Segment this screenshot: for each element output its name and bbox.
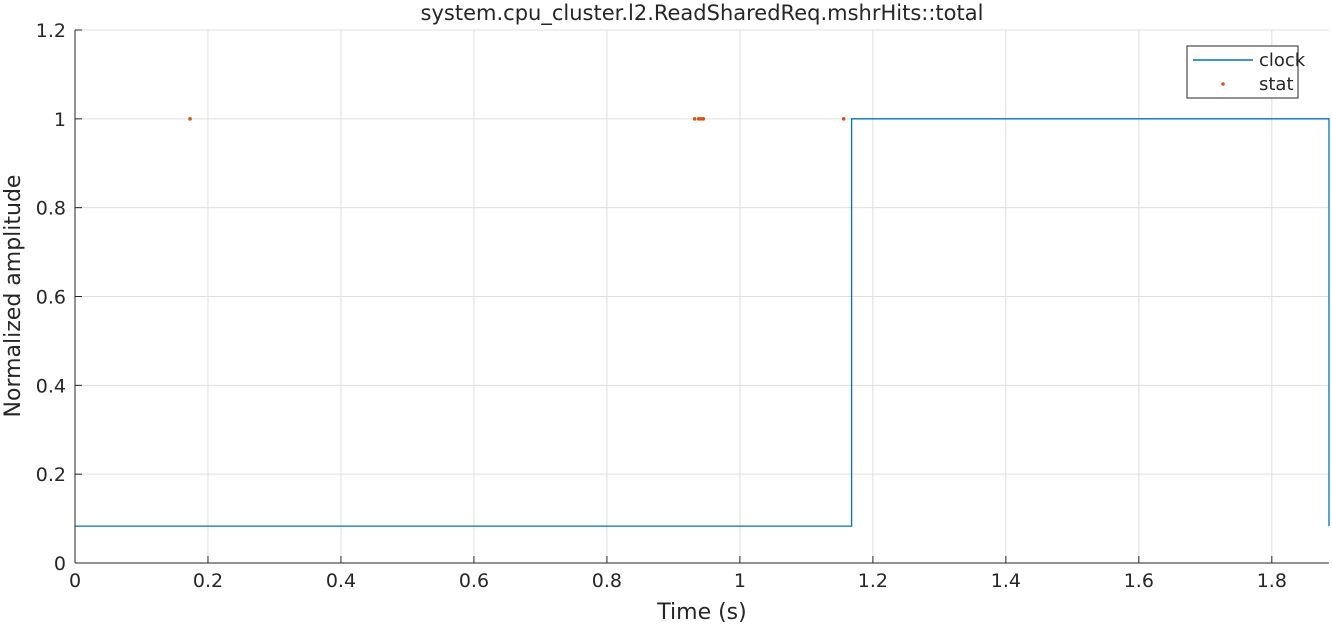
- series-layer: [75, 117, 1330, 527]
- y-tick-label: 0.8: [36, 198, 66, 220]
- x-tick-label: 0: [69, 570, 81, 592]
- x-tick-label: 1.4: [991, 570, 1021, 592]
- x-ticks: 0 0.2 0.4 0.6 0.8 1 1.2 1.4 1.6 1.8: [69, 556, 1287, 592]
- stat-point: [696, 117, 701, 121]
- y-tick-label: 0.6: [36, 287, 66, 309]
- x-tick-label: 1.6: [1124, 570, 1154, 592]
- legend-box: [1186, 45, 1299, 99]
- x-tick-label: 0.6: [459, 570, 489, 592]
- stat-point: [692, 117, 697, 121]
- y-tick-label: 0: [54, 553, 66, 575]
- legend-stat-marker: [1221, 82, 1225, 86]
- stat-point: [841, 117, 846, 121]
- legend-clock-label: clock: [1259, 50, 1306, 71]
- legend: clock stat: [1186, 45, 1306, 99]
- x-tick-label: 0.4: [326, 570, 356, 592]
- legend-stat-label: stat: [1259, 74, 1294, 95]
- x-tick-label: 1.2: [858, 570, 888, 592]
- y-tick-label: 1: [54, 109, 66, 131]
- x-axis-label: Time (s): [656, 600, 746, 625]
- x-tick-label: 0.2: [193, 570, 223, 592]
- y-tick-label: 0.2: [36, 464, 66, 486]
- clock-line: [75, 118, 1330, 527]
- x-tick-label: 1: [734, 570, 746, 592]
- stat-point: [188, 117, 192, 121]
- y-tick-label: 1.2: [36, 20, 66, 42]
- stat-point: [701, 117, 706, 121]
- chart-title: system.cpu_cluster.l2.ReadSharedReq.mshr…: [421, 1, 984, 26]
- y-ticks: 0 0.2 0.4 0.6 0.8 1 1.2: [36, 20, 82, 575]
- y-tick-label: 0.4: [36, 375, 66, 397]
- x-tick-label: 0.8: [592, 570, 622, 592]
- x-tick-label: 1.8: [1257, 570, 1287, 592]
- y-axis-label: Normalized amplitude: [1, 175, 26, 418]
